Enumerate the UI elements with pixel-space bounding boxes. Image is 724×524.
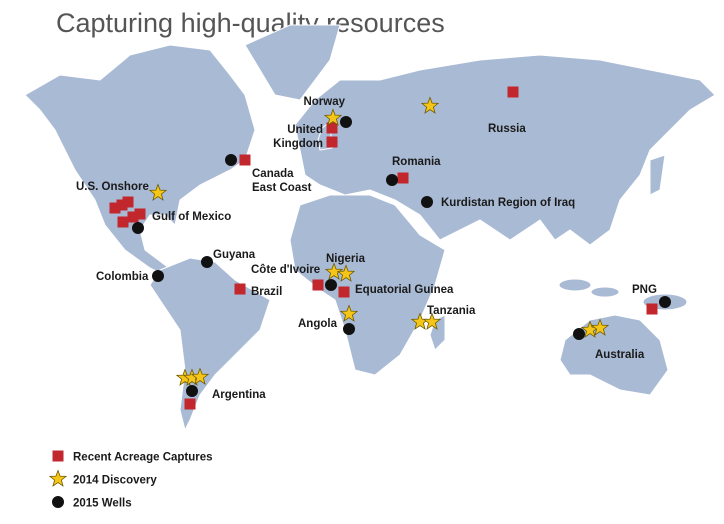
well-marker — [186, 385, 198, 397]
eurasia — [294, 54, 716, 246]
well-marker — [340, 116, 352, 128]
place-label: Guyana — [213, 249, 256, 261]
well-marker — [573, 328, 585, 340]
acreage-marker — [117, 216, 129, 228]
acreage-marker — [184, 398, 196, 410]
well-marker — [386, 174, 398, 186]
south-america — [149, 257, 271, 432]
acreage-marker — [338, 286, 350, 298]
place-label: Tanzania — [427, 305, 476, 317]
world-map — [24, 24, 716, 432]
place-label: Norway — [303, 96, 345, 108]
well-marker — [225, 154, 237, 166]
japan — [649, 154, 666, 196]
discovery-marker — [339, 304, 359, 322]
place-label: Argentina — [212, 389, 266, 401]
labels: Russia Norway United Kingdom Canada East Coas… — [76, 96, 657, 401]
north-america — [24, 44, 256, 279]
legend-label: 2015 Wells — [73, 498, 132, 510]
acreage-marker — [122, 196, 134, 208]
legend: Recent Acreage Captures 2014 Discovery 201… — [48, 450, 213, 510]
discovery-marker — [148, 183, 168, 201]
well-marker — [421, 196, 433, 208]
well-marker — [325, 279, 337, 291]
discovery-marker — [323, 108, 343, 126]
well-marker — [52, 496, 64, 508]
place-label: Angola — [298, 318, 338, 330]
place-label: East Coast — [252, 182, 312, 194]
acreage-marker — [134, 208, 146, 220]
legend-label: 2014 Discovery — [73, 475, 157, 487]
legend-label: Recent Acreage Captures — [73, 452, 213, 464]
discovery-marker — [324, 262, 344, 280]
greenland — [244, 24, 341, 101]
acreage-marker — [507, 86, 519, 98]
discovery-marker — [336, 264, 356, 282]
well-marker — [201, 256, 213, 268]
africa — [289, 194, 446, 376]
title: Capturing high-quality resources — [56, 8, 445, 38]
place-label: Gulf of Mexico — [152, 211, 231, 223]
discovery-marker — [422, 312, 442, 330]
well-marker — [152, 270, 164, 282]
place-label: U.S. Onshore — [76, 181, 149, 193]
acreage-marker — [312, 279, 324, 291]
discovery-marker — [48, 469, 68, 487]
place-label: Brazil — [251, 286, 282, 298]
place-label: PNG — [632, 284, 657, 296]
indonesia — [590, 286, 620, 298]
place-label: Colombia — [96, 271, 149, 283]
acreage-marker — [239, 154, 251, 166]
acreage-marker — [234, 283, 246, 295]
acreage-marker — [326, 136, 338, 148]
place-label: Kurdistan Region of Iraq — [441, 197, 575, 209]
place-label: Nigeria — [326, 253, 366, 265]
discovery-marker — [590, 318, 610, 336]
markers — [109, 86, 671, 410]
well-marker — [132, 222, 144, 234]
acreage-marker — [52, 450, 64, 462]
place-label: United — [287, 124, 323, 136]
acreage-marker — [109, 202, 121, 214]
discovery-marker — [420, 96, 440, 114]
acreage-marker — [646, 303, 658, 315]
acreage-marker — [397, 172, 409, 184]
place-label: Côte d'Ivoire — [251, 264, 320, 276]
acreage-marker — [127, 211, 139, 223]
place-label: Equatorial Guinea — [355, 284, 454, 296]
place-label: Romania — [392, 156, 441, 168]
well-marker — [343, 323, 355, 335]
indonesia — [558, 278, 592, 292]
place-label: Australia — [595, 349, 645, 361]
acreage-marker — [116, 199, 128, 211]
place-label: Kingdom — [273, 138, 323, 150]
acreage-marker — [326, 122, 338, 134]
place-label: Canada — [252, 168, 294, 180]
well-marker — [659, 296, 671, 308]
discovery-marker — [190, 367, 210, 385]
place-label: Russia — [488, 123, 526, 135]
